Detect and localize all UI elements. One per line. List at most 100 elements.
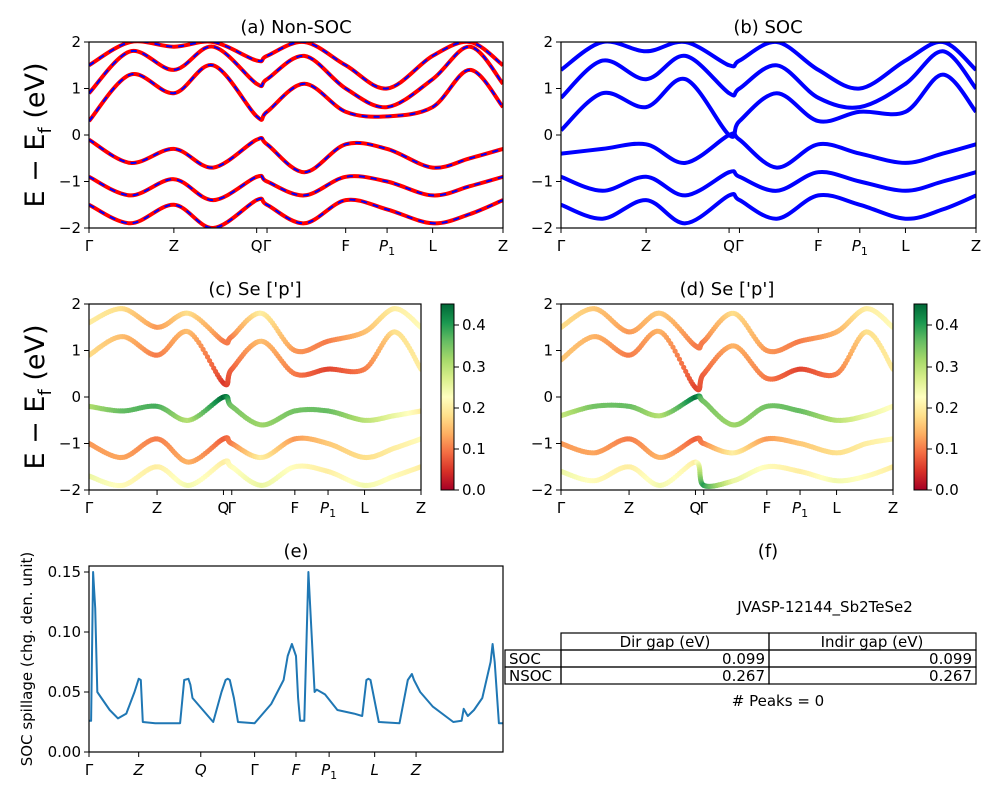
xtick-label: Γ (250, 761, 259, 779)
table-row-soc-dir: 0.099 (722, 650, 765, 668)
panel-c-colorbar: 0.4 0.3 0.2 0.1 0.0 (440, 303, 486, 499)
xtick-label: Z (888, 499, 898, 517)
cbar-d-tick-00: 0.0 (935, 481, 959, 499)
band-line-soc (561, 192, 976, 226)
panel-d-colorbar: 0.4 0.3 0.2 0.1 0.0 (913, 303, 959, 499)
xtick-label: L (360, 499, 369, 517)
ytick-label: 1 (71, 80, 81, 98)
band-line-nonsoc-dash (89, 64, 503, 122)
plot-frame (88, 41, 504, 229)
xtick-label: Z (971, 237, 981, 255)
ytick-label: 1 (543, 80, 553, 98)
material-id: JVASP-12144_Sb2TeSe2 (736, 598, 913, 617)
table-row-nsoc-dir: 0.267 (722, 667, 765, 685)
ytick-label: 1 (71, 342, 81, 360)
panel-e-plot: 0.150.100.050.00Γ Z Q Γ F P1 L Z (48, 563, 504, 782)
ytick-label: 0 (71, 126, 81, 144)
xtick-label: Γ (263, 237, 272, 255)
xtick-label: F (291, 499, 300, 517)
ytick-label: −2 (59, 219, 81, 237)
table-row-soc-indir: 0.099 (929, 650, 972, 668)
projection-point (204, 354, 211, 360)
panel-c-plot: 210−1−2Γ Z QΓ F P1 L Z (59, 295, 426, 520)
panel-c-ylabel: E − Ef (eV) (20, 325, 56, 470)
xtick-label: L (428, 237, 437, 255)
cbar-d-tick-04: 0.4 (935, 316, 959, 334)
ytick-label: 0 (543, 126, 553, 144)
ytick-label: −1 (59, 173, 81, 191)
panel-a-ylabel: E − Ef (eV) (20, 63, 56, 208)
xtick-label: Γ (85, 499, 94, 517)
ytick-label: −1 (59, 435, 81, 453)
ytick-label: 1 (543, 342, 553, 360)
xtick-label: L (901, 237, 910, 255)
gap-table (504, 632, 977, 685)
panel-e-title: (e) (283, 541, 308, 562)
xtick-label: Z (169, 237, 179, 255)
projection-point (418, 408, 421, 414)
ytick-label: 0.15 (48, 563, 81, 581)
plot-frame (560, 41, 977, 229)
xtick-label: P1 (320, 499, 336, 520)
xtick-label: Γ (228, 499, 237, 517)
table-row-nsoc-label: NSOC (509, 667, 552, 685)
xtick-label: Γ (85, 237, 94, 255)
xtick-label: Q (723, 237, 735, 255)
plot-frame (88, 565, 504, 753)
xtick-label: L (832, 499, 841, 517)
xtick-label: Γ (735, 237, 744, 255)
ytick-label: 2 (71, 295, 81, 313)
ytick-label: 0.00 (48, 743, 81, 761)
band-line-soc (561, 72, 976, 139)
ytick-label: 2 (71, 33, 81, 51)
ytick-label: −2 (59, 481, 81, 499)
panel-d-plot: 210−1−2Γ Z QΓ F P1 L Z (531, 295, 898, 520)
xtick-label: P1 (321, 761, 337, 782)
ytick-label: −1 (531, 173, 553, 191)
band-line-nonsoc-dash (89, 137, 503, 174)
xtick-label: Q (251, 237, 263, 255)
projection-point (890, 324, 893, 330)
ytick-label: 0 (543, 388, 553, 406)
projection-point (679, 360, 685, 366)
panel-b-title: (b) SOC (733, 17, 802, 38)
ytick-label: 0.05 (48, 683, 81, 701)
panel-c-title: (c) Se ['p'] (208, 279, 301, 300)
cbar-c-tick-02: 0.2 (462, 399, 486, 417)
projection-point (890, 464, 893, 470)
table-row-soc-label: SOC (509, 650, 541, 668)
xtick-label: Z (641, 237, 651, 255)
band-line-nonsoc-dash (89, 197, 503, 228)
band-line-nonsoc-dash (89, 42, 503, 90)
panel-e-ylabel: SOC spillage (chg. den. unit) (18, 552, 36, 767)
panel-b-plot: 210−1−2Γ Z Q Γ F P1 L Z (531, 33, 981, 258)
xtick-label: F (292, 761, 301, 779)
projection-point (418, 464, 421, 470)
table-header-dir: Dir gap (eV) (620, 633, 711, 651)
xtick-label: Z (498, 237, 508, 255)
plot-frame (88, 303, 422, 491)
panel-d-title: (d) Se ['p'] (680, 279, 775, 300)
band-line-soc (561, 131, 976, 170)
projection-point (890, 436, 893, 442)
cbar-c-tick-04: 0.4 (462, 316, 486, 334)
cbar-c-tick-03: 0.3 (462, 358, 486, 376)
cbar-d-tick-01: 0.1 (935, 440, 959, 458)
xtick-label: Q (690, 499, 702, 517)
xtick-label: Γ (557, 237, 566, 255)
ytick-label: 2 (543, 33, 553, 51)
xtick-label: P1 (379, 237, 395, 258)
ytick-label: 2 (543, 295, 553, 313)
spillage-line (89, 571, 503, 725)
projection-point (418, 324, 421, 330)
panel-f-table-group: JVASP-12144_Sb2TeSe2 Dir gap (eV) Indir … (504, 598, 977, 710)
projection-point (202, 350, 208, 356)
projection-point (676, 356, 683, 362)
ytick-label: 0 (71, 388, 81, 406)
panel-f-title: (f) (758, 541, 778, 562)
table-row-nsoc-indir: 0.267 (929, 667, 972, 685)
projection-point (890, 366, 893, 372)
cbar-c-tick-00: 0.0 (462, 481, 486, 499)
ytick-label: −2 (531, 219, 553, 237)
panel-a-plot: 210−1−2Γ Z Q Γ F P1 L Z (59, 33, 508, 258)
